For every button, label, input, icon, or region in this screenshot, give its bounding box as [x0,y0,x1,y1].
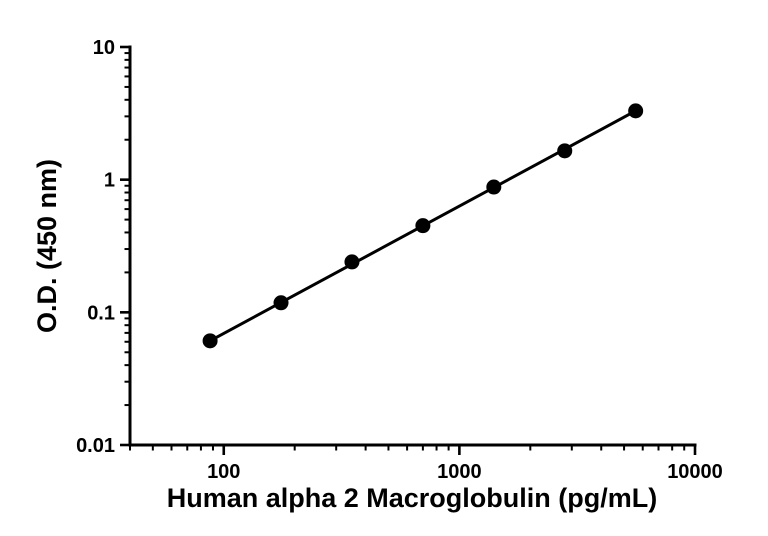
data-point [344,254,360,270]
y-tick-label: 1 [104,170,115,192]
data-point [202,333,218,349]
data-point [557,143,573,159]
data-point [415,218,431,234]
y-axis-title: O.D. (450 nm) [32,159,62,333]
chart-plot-area: 100 1000 10000 0.01 0.1 1 10 [76,37,723,483]
y-tick-label: 10 [93,37,115,59]
x-axis-title: Human alpha 2 Macroglobulin (pg/mL) [167,483,658,513]
data-point [273,295,289,311]
data-point [486,179,502,195]
data-point [628,103,644,119]
y-tick-label: 0.1 [87,302,115,324]
axis-spines [128,45,697,447]
x-tick-label: 100 [207,461,240,483]
y-tick-label: 0.01 [76,435,115,457]
x-tick-label: 1000 [437,461,482,483]
x-tick-label: 10000 [667,461,723,483]
